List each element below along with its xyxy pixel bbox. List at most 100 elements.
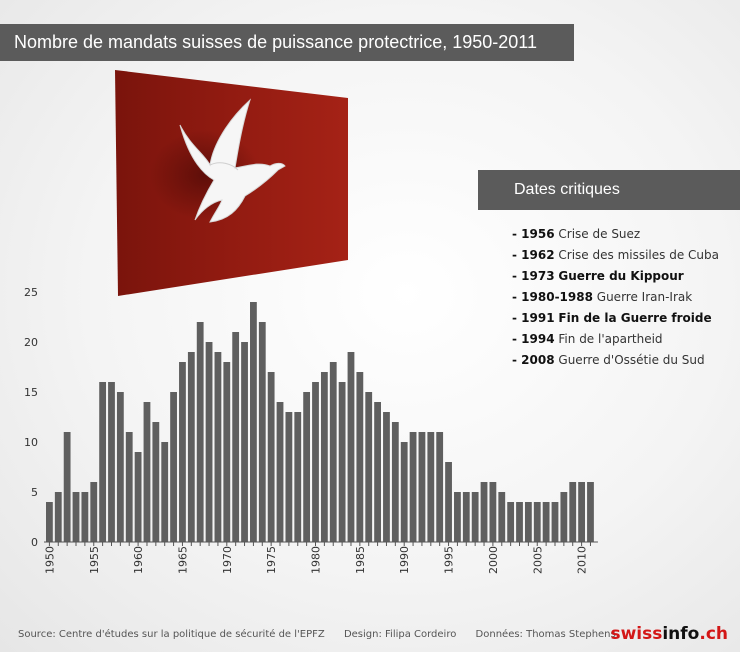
y-tick-label: 25	[24, 286, 38, 299]
date-event: Crise de Suez	[558, 227, 641, 241]
x-tick-label: 1965	[176, 546, 189, 574]
date-event: Guerre du Kippour	[558, 269, 684, 283]
bar	[258, 322, 266, 542]
bar	[383, 412, 390, 542]
date-prefix: -	[512, 353, 522, 367]
bar	[436, 432, 444, 542]
bar	[409, 432, 417, 542]
date-year: 1962	[521, 248, 555, 262]
bar	[90, 482, 98, 542]
date-year: 1956	[521, 227, 555, 241]
date-event: Crise des missiles de Cuba	[558, 248, 719, 262]
bar	[125, 432, 133, 542]
footer-design: Design: Filipa Cordeiro	[343, 629, 457, 640]
date-item: - 1980-1988 Guerre Iran-Irak	[512, 287, 740, 308]
date-year: 2008	[521, 353, 555, 367]
bar	[267, 372, 275, 542]
bar	[312, 382, 319, 542]
chart-title: Nombre de mandats suisses de puissance p…	[0, 24, 574, 61]
bar	[489, 482, 497, 542]
bar	[560, 492, 568, 542]
bar	[374, 402, 381, 542]
bar	[329, 362, 337, 542]
x-tick-label: 1970	[221, 546, 234, 574]
logo-part-swiss: swiss	[610, 624, 663, 644]
bar-chart: 0 5 10 15 20 25 1950 1955 1960 1965 1970 1975 1980 19…	[24, 286, 598, 574]
bar	[303, 392, 311, 542]
date-prefix: -	[512, 311, 522, 325]
bar	[54, 492, 62, 542]
bar	[46, 502, 53, 542]
bar	[187, 352, 195, 542]
critical-dates-list: - 1956 Crise de Suez - 1962 Crise des mi…	[478, 224, 740, 371]
bar	[116, 392, 124, 542]
footer-source: Source: Centre d'études sur la politique…	[18, 629, 325, 640]
y-tick-label: 0	[31, 536, 38, 549]
bar	[418, 432, 426, 542]
bar	[391, 422, 399, 542]
date-prefix: -	[512, 227, 522, 241]
footer: Source: Centre d'études sur la politique…	[18, 629, 632, 640]
bar	[569, 482, 577, 542]
date-item: - 1991 Fin de la Guerre froide	[512, 308, 740, 329]
date-prefix: -	[512, 269, 522, 283]
date-event: Fin de l'apartheid	[558, 332, 663, 346]
bar	[108, 382, 115, 542]
bar	[365, 392, 373, 542]
bar	[285, 412, 293, 542]
bar	[223, 362, 231, 542]
bar	[196, 322, 204, 542]
bar	[356, 372, 364, 542]
bar	[63, 432, 71, 542]
bar	[214, 352, 222, 542]
bar	[170, 392, 177, 542]
bar	[533, 502, 541, 542]
bar	[179, 362, 186, 542]
bar	[143, 402, 151, 542]
y-tick-label: 5	[31, 486, 38, 499]
date-year: 1980-1988	[521, 290, 593, 304]
bar	[276, 402, 284, 542]
bar	[250, 302, 257, 542]
x-tick-label: 1990	[398, 546, 411, 574]
date-item: - 1994 Fin de l'apartheid	[512, 329, 740, 350]
logo-part-info: info	[662, 624, 700, 644]
bar	[480, 482, 488, 542]
bar	[507, 502, 515, 542]
logo-part-ch: .ch	[699, 624, 728, 644]
date-event: Fin de la Guerre froide	[558, 311, 712, 325]
bar	[400, 442, 408, 542]
x-tick-label: 1995	[443, 546, 456, 574]
date-item: - 1956 Crise de Suez	[512, 224, 740, 245]
x-tick-label: 1960	[132, 546, 145, 574]
date-event: Guerre d'Ossétie du Sud	[558, 353, 705, 367]
x-tick-label: 2005	[531, 546, 544, 574]
date-event: Guerre Iran-Irak	[596, 290, 693, 304]
bar	[587, 482, 594, 542]
date-year: 1973	[521, 269, 555, 283]
bar	[232, 332, 240, 542]
bar	[152, 422, 160, 542]
date-item: - 1962 Crise des missiles de Cuba	[512, 245, 740, 266]
y-tick-label: 10	[24, 436, 38, 449]
critical-dates-header: Dates critiques	[478, 170, 740, 210]
bar	[320, 372, 328, 542]
bar	[205, 342, 213, 542]
x-tick-label: 1975	[265, 546, 278, 574]
swissinfo-logo[interactable]: swissinfo.ch	[610, 624, 728, 644]
bar	[241, 342, 248, 542]
x-tick-label: 2000	[487, 546, 500, 574]
date-prefix: -	[512, 332, 522, 346]
bar	[551, 502, 559, 542]
bar	[294, 412, 302, 542]
bar	[445, 462, 452, 542]
bar	[498, 492, 506, 542]
bar	[338, 382, 346, 542]
bar	[471, 492, 479, 542]
dove-flag-icon	[115, 70, 348, 296]
bar	[161, 442, 169, 542]
x-tick-label: 2010	[576, 546, 589, 574]
critical-dates-panel: Dates critiques - 1956 Crise de Suez - 1…	[478, 170, 740, 371]
footer-data: Données: Thomas Stephens	[475, 629, 616, 640]
peace-flag-illustration	[110, 70, 355, 300]
